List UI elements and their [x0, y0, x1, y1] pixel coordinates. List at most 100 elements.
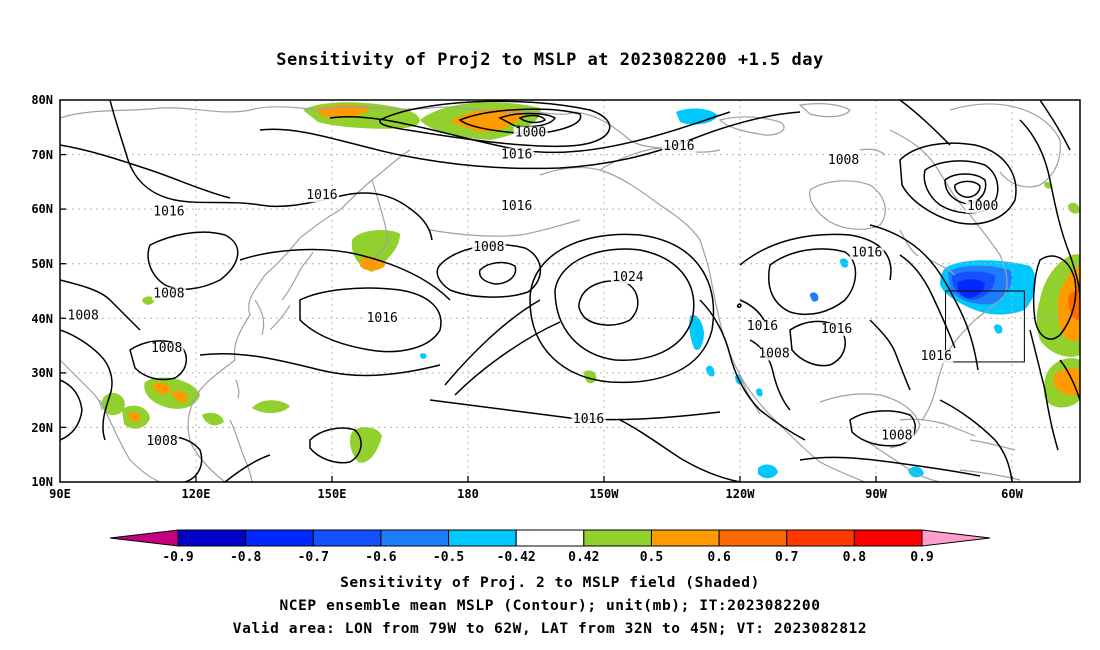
isobar-label: 1016 — [747, 319, 778, 334]
colorbar-label: 0.42 — [568, 550, 599, 565]
colorbar-swatch — [786, 529, 855, 547]
isobar-label-bg — [499, 200, 534, 214]
isobar-label-bg — [513, 126, 548, 140]
map-frame — [59, 99, 1081, 483]
colorbar-swatch — [177, 529, 247, 547]
isobar-label-bg — [610, 271, 645, 285]
lon-axis-labels: 90E 120E 150E 180 150W 120W 90W 60W — [49, 487, 1023, 501]
colorbar-label: 0.8 — [843, 550, 867, 565]
colorbar-label: 0.7 — [775, 550, 798, 565]
isobar-label: 1000 — [515, 125, 546, 140]
isobar-label: 1016 — [501, 147, 532, 162]
isobar-label: 1000 — [967, 199, 998, 214]
footer-shading-description: Sensitivity of Proj. 2 to MSLP field (Sh… — [340, 575, 760, 591]
lat-label-30n: 30N — [31, 366, 53, 380]
lat-label-10n: 10N — [31, 475, 53, 489]
lon-label-120w: 120W — [726, 487, 756, 501]
isobar-label-bg — [145, 434, 179, 448]
coastlines — [60, 103, 1061, 482]
colorbar-label: 0.5 — [640, 550, 663, 565]
lat-label-70n: 70N — [31, 148, 53, 162]
lon-label-90w: 90W — [865, 487, 887, 501]
isobar-label-bg — [745, 320, 780, 334]
isobar-label: 1016 — [501, 199, 532, 214]
isobar-label-bg — [849, 246, 884, 260]
isobar-label: 1024 — [612, 270, 643, 285]
lon-label-60w: 60W — [1001, 487, 1023, 501]
isobar-label-bg — [661, 140, 696, 154]
isobar-label-bg — [151, 287, 186, 301]
isobar-label: 1016 — [573, 412, 604, 427]
isobar-label: 1008 — [151, 341, 182, 356]
lon-label-150w: 150W — [590, 487, 620, 501]
isobar-labels: 1000 1016 1016 1008 1000 1016 1016 1016 1008 1016… — [66, 125, 1000, 449]
footer-valid-area: Valid area: LON from 79W to 62W, LAT fro… — [232, 621, 868, 637]
isobar-label: 1008 — [881, 428, 912, 443]
isobar-label-bg — [471, 241, 506, 255]
isobar-label-bg — [499, 148, 534, 162]
isobar-label-bg — [826, 153, 861, 167]
isobar-label: 1008 — [473, 240, 504, 255]
colorbar-max-arrow — [921, 529, 991, 547]
colorbar-label: -0.5 — [433, 550, 464, 565]
colorbar-swatch — [583, 529, 652, 547]
lat-label-50n: 50N — [31, 257, 53, 271]
lat-label-80n: 80N — [31, 93, 53, 107]
isobar-label-bg — [365, 312, 400, 326]
lon-label-120e: 120E — [182, 487, 211, 501]
colorbar-min-arrow — [109, 529, 179, 547]
isobar-label: 1008 — [758, 346, 789, 361]
isobar-label: 1016 — [921, 349, 952, 364]
colorbar-label: -0.9 — [162, 550, 193, 565]
isobar-label: 1016 — [306, 188, 337, 203]
isobar-label: 1008 — [146, 434, 177, 449]
axis-ticks — [60, 153, 1013, 482]
isobar-label-bg — [149, 342, 184, 356]
isobar-label: 1016 — [821, 322, 852, 337]
isobar-label: 1008 — [68, 308, 99, 323]
colorbar: -0.9 -0.8 -0.7 -0.6 -0.5 -0.42 0.42 0.5 0.6 0.7 0.… — [109, 529, 991, 565]
lat-label-20n: 20N — [31, 421, 53, 435]
lon-label-90e: 90E — [49, 487, 71, 501]
isobars — [60, 100, 1080, 482]
isobar-label-bg — [965, 200, 1000, 214]
colorbar-label: 0.9 — [910, 550, 933, 565]
isobar-label-bg — [819, 322, 854, 336]
isobar-label-bg — [66, 309, 101, 323]
isobar-label-bg — [757, 347, 791, 361]
lat-label-40n: 40N — [31, 312, 53, 326]
isobar-label: 1008 — [828, 153, 859, 168]
map-title: Sensitivity of Proj2 to MSLP at 20230822… — [276, 50, 824, 70]
colorbar-label: -0.6 — [365, 550, 396, 565]
lon-label-150e: 150E — [318, 487, 347, 501]
isobar-label: 1016 — [851, 246, 882, 261]
isobar-label-bg — [304, 189, 339, 203]
valid-area-box — [945, 290, 1025, 363]
isobar-label-bg — [151, 205, 186, 219]
footer-contour-description: NCEP ensemble mean MSLP (Contour); unit(… — [279, 598, 821, 614]
colorbar-swatch — [650, 529, 720, 547]
lon-label-180: 180 — [457, 487, 479, 501]
colorbar-swatch — [312, 529, 382, 547]
colorbar-swatch — [245, 529, 314, 547]
sensitivity-shading — [101, 102, 1080, 479]
colorbar-swatch — [853, 529, 923, 547]
isobar-label: 1016 — [663, 139, 694, 154]
isobar-label: 1016 — [367, 311, 398, 326]
isobar-label-bg — [571, 412, 606, 426]
isobar-label-bg — [879, 429, 914, 443]
isobar-label: 1016 — [153, 205, 184, 220]
colorbar-swatch — [718, 529, 788, 547]
colorbar-label: -0.7 — [298, 550, 329, 565]
lat-label-60n: 60N — [31, 202, 53, 216]
isobar-label: 1008 — [153, 286, 184, 301]
colorbar-label: -0.8 — [230, 550, 261, 565]
colorbar-label: -0.42 — [497, 550, 536, 565]
lat-axis-labels: 80N 70N 60N 50N 40N 30N 20N 10N — [31, 93, 53, 489]
isobar-label-bg — [919, 350, 954, 364]
colorbar-label: 0.6 — [707, 550, 731, 565]
colorbar-swatch — [448, 529, 517, 547]
colorbar-swatch — [380, 529, 450, 547]
colorbar-swatch — [515, 529, 585, 547]
